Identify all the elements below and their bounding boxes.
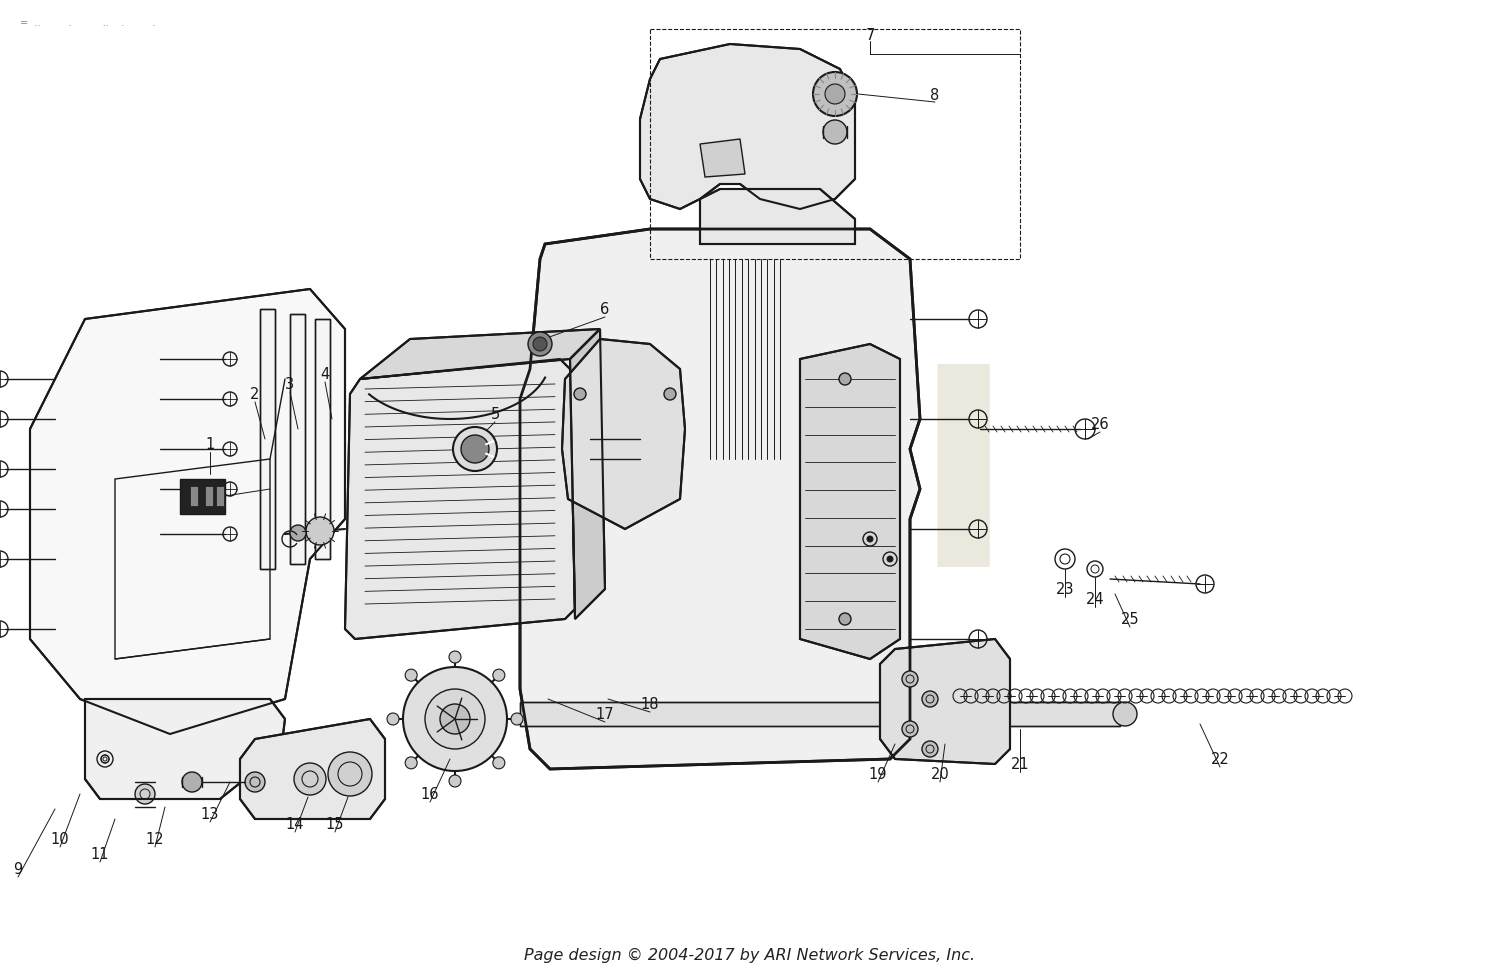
Text: 21: 21: [1011, 757, 1029, 772]
Circle shape: [902, 721, 918, 737]
Polygon shape: [570, 330, 604, 619]
Polygon shape: [520, 230, 920, 770]
Circle shape: [839, 374, 850, 385]
Text: 7: 7: [865, 27, 874, 42]
Circle shape: [135, 784, 154, 804]
Text: 5: 5: [490, 407, 500, 422]
Text: =  ..         .          ..    .         .: = .. . .. . .: [20, 18, 156, 28]
Circle shape: [494, 670, 506, 682]
Circle shape: [1113, 702, 1137, 727]
Circle shape: [290, 525, 306, 542]
Circle shape: [405, 670, 417, 682]
Text: 11: 11: [90, 847, 110, 862]
Circle shape: [825, 85, 844, 105]
Text: ARI: ARI: [484, 355, 1016, 624]
Polygon shape: [640, 45, 855, 210]
Polygon shape: [562, 339, 686, 529]
Polygon shape: [880, 640, 1010, 764]
Circle shape: [387, 713, 399, 726]
Text: 26: 26: [1090, 417, 1110, 432]
Circle shape: [494, 757, 506, 769]
Circle shape: [405, 757, 417, 769]
Circle shape: [886, 556, 892, 562]
Text: 3: 3: [285, 378, 294, 392]
Text: 16: 16: [420, 786, 440, 802]
Text: 9: 9: [13, 862, 22, 876]
Circle shape: [922, 691, 938, 707]
Text: 12: 12: [146, 831, 165, 847]
Circle shape: [574, 388, 586, 401]
Circle shape: [424, 689, 484, 749]
Circle shape: [867, 537, 873, 543]
Bar: [260, 310, 274, 569]
Polygon shape: [800, 344, 900, 659]
Text: 13: 13: [201, 807, 219, 822]
Polygon shape: [345, 360, 574, 640]
Bar: [260, 310, 274, 569]
Text: 14: 14: [285, 817, 304, 831]
Circle shape: [453, 427, 497, 471]
Bar: [180, 479, 225, 514]
Bar: [315, 320, 330, 559]
Text: 25: 25: [1120, 612, 1140, 627]
Polygon shape: [240, 719, 386, 820]
Circle shape: [306, 517, 334, 546]
Polygon shape: [700, 190, 855, 244]
Text: 2: 2: [251, 387, 260, 402]
Circle shape: [328, 752, 372, 796]
Text: Page design © 2004-2017 by ARI Network Services, Inc.: Page design © 2004-2017 by ARI Network S…: [525, 947, 975, 961]
Bar: [520, 702, 1120, 727]
Circle shape: [440, 704, 470, 734]
Text: 24: 24: [1086, 592, 1104, 607]
Circle shape: [664, 388, 676, 401]
Bar: [290, 315, 304, 564]
Polygon shape: [86, 699, 285, 799]
Polygon shape: [700, 140, 746, 178]
Text: 1: 1: [206, 437, 214, 452]
Circle shape: [448, 651, 460, 663]
Circle shape: [902, 671, 918, 688]
Text: 18: 18: [640, 696, 660, 712]
Text: 6: 6: [600, 302, 609, 317]
Circle shape: [182, 773, 203, 792]
Circle shape: [404, 667, 507, 772]
Bar: [190, 486, 198, 507]
Circle shape: [512, 713, 524, 726]
Circle shape: [460, 435, 489, 464]
Circle shape: [448, 776, 460, 787]
Bar: [315, 320, 330, 559]
Text: 20: 20: [930, 767, 950, 781]
Circle shape: [824, 121, 848, 145]
Text: 17: 17: [596, 707, 615, 722]
Bar: [520, 702, 1120, 727]
Text: 22: 22: [1210, 752, 1230, 767]
Circle shape: [839, 613, 850, 625]
Polygon shape: [360, 330, 600, 379]
Text: 4: 4: [321, 367, 330, 382]
Bar: [216, 486, 223, 507]
Circle shape: [294, 763, 326, 795]
Text: 19: 19: [868, 767, 888, 781]
Circle shape: [528, 333, 552, 357]
Text: 8: 8: [930, 87, 939, 103]
Text: 23: 23: [1056, 582, 1074, 597]
Bar: [290, 315, 304, 564]
Bar: [206, 486, 213, 507]
Bar: [650, 30, 1020, 260]
Circle shape: [532, 337, 548, 352]
Circle shape: [813, 73, 856, 117]
Text: 10: 10: [51, 831, 69, 847]
Polygon shape: [30, 289, 345, 734]
Circle shape: [244, 773, 266, 792]
Circle shape: [922, 741, 938, 757]
Text: 15: 15: [326, 817, 344, 831]
